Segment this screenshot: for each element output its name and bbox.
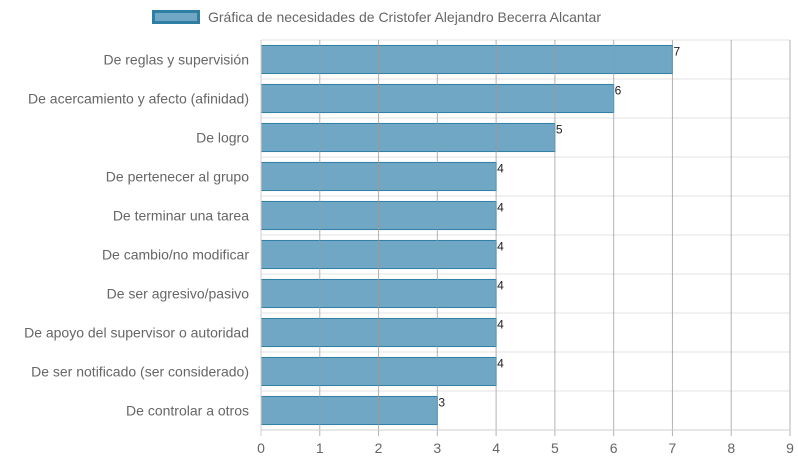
bar-data-label: 6 — [615, 83, 622, 97]
y-tick-label: De cambio/no modificar — [102, 247, 249, 263]
y-tick-label: De ser notificado (ser considerado) — [31, 364, 249, 380]
x-tick-label: 9 — [786, 440, 794, 456]
legend-swatch — [152, 10, 200, 24]
bar-data-label: 4 — [497, 278, 504, 292]
bar-data-label: 4 — [497, 239, 504, 253]
x-tick-label: 7 — [669, 440, 677, 456]
legend-label: Gráfica de necesidades de Cristofer Alej… — [208, 9, 601, 25]
y-tick-label: De reglas y supervisión — [103, 52, 249, 68]
y-tick-label: De ser agresivo/pasivo — [107, 286, 250, 302]
y-tick-label: De controlar a otros — [126, 403, 249, 419]
legend[interactable]: Gráfica de necesidades de Cristofer Alej… — [152, 9, 601, 25]
bar-data-label: 4 — [497, 200, 504, 214]
x-tick-label: 4 — [492, 440, 500, 456]
y-tick-label: De logro — [196, 130, 249, 146]
x-tick-label: 8 — [727, 440, 735, 456]
y-tick-label: De terminar una tarea — [113, 208, 249, 224]
bar-data-label: 5 — [556, 122, 563, 136]
bar-data-label: 4 — [497, 317, 504, 331]
bar[interactable] — [260, 44, 673, 75]
y-tick-label: De apoyo del supervisor o autoridad — [24, 325, 249, 341]
x-tick-label: 0 — [257, 440, 265, 456]
bar[interactable] — [260, 395, 438, 426]
y-tick-label: De acercamiento y afecto (afinidad) — [28, 91, 249, 107]
bar-data-label: 3 — [438, 395, 445, 409]
bar-data-label: 7 — [673, 44, 680, 58]
bar-data-label: 4 — [497, 356, 504, 370]
y-tick-label: De pertenecer al grupo — [106, 169, 249, 185]
x-tick-label: 3 — [433, 440, 441, 456]
x-tick-label: 6 — [610, 440, 618, 456]
bar[interactable] — [260, 122, 556, 153]
x-tick-label: 5 — [551, 440, 559, 456]
bar-data-label: 4 — [497, 161, 504, 175]
x-tick-label: 1 — [316, 440, 324, 456]
x-tick-label: 2 — [375, 440, 383, 456]
